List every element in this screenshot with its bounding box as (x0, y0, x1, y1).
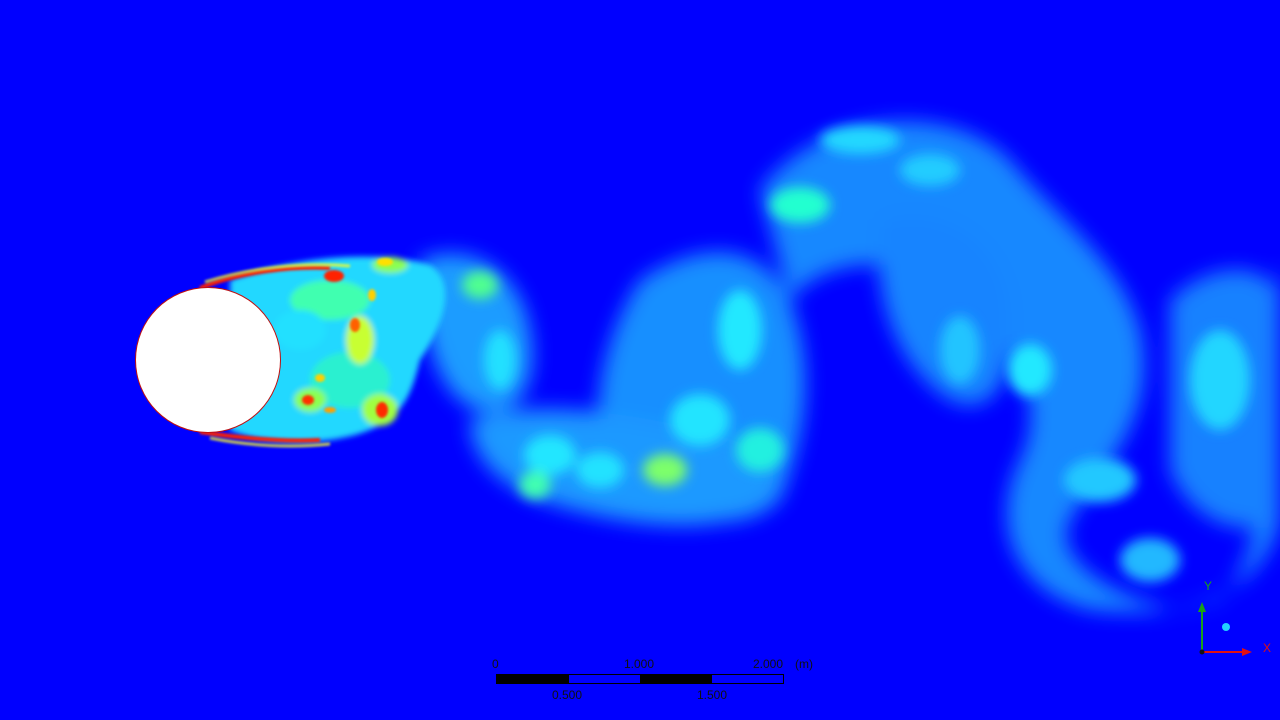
axis-triad-icon (1198, 602, 1252, 656)
shear-layers (199, 263, 351, 448)
axis-x-label: X (1263, 641, 1272, 655)
scale-tick-0: 0 (492, 657, 499, 671)
wake-cyan-blobs (462, 126, 1250, 582)
near-wake (230, 256, 446, 442)
near-wake-hotspots (302, 258, 393, 418)
axis-y-label: Y (1204, 579, 1213, 593)
scale-unit: (m) (795, 657, 813, 671)
scale-tick-1500: 1.500 (697, 688, 728, 702)
cylinder-body (136, 288, 280, 432)
axis-triad[interactable]: Y X (1188, 580, 1278, 660)
scale-bar-graphic (496, 674, 784, 684)
scale-tick-1000: 1.000 (624, 657, 655, 671)
scale-tick-2000: 2.000 (753, 657, 784, 671)
scale-tick-0500: 0.500 (552, 688, 583, 702)
